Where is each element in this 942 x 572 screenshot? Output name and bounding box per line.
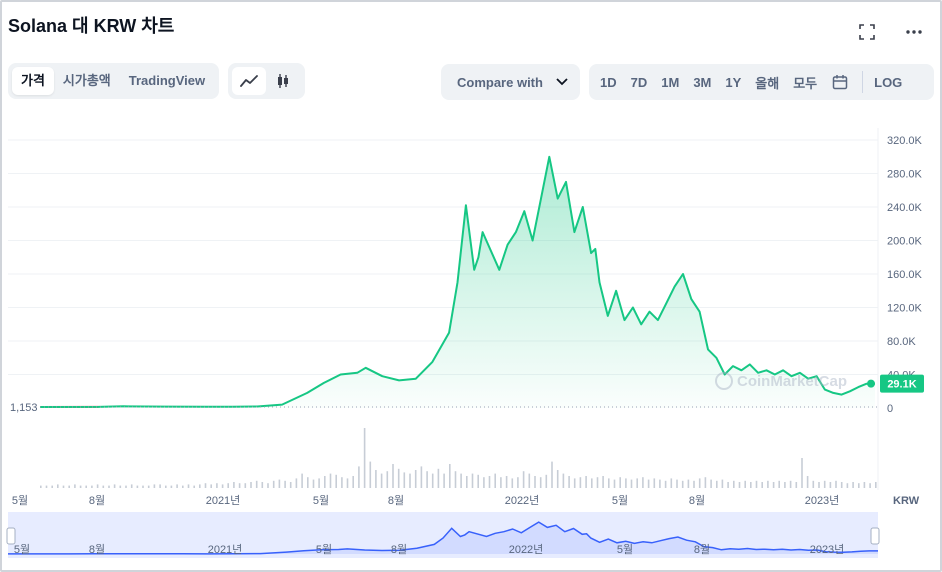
log-scale-toggle[interactable]: LOG [874, 74, 903, 90]
tab-tradingview[interactable]: TradingView [128, 73, 206, 88]
range-1d[interactable]: 1D [600, 74, 617, 90]
chevron-down-icon [556, 78, 568, 86]
calendar-icon[interactable] [824, 74, 856, 91]
chart-title: Solana 대 KRW 차트 [8, 16, 175, 36]
time-range-selector: 1D 7D 1M 3M 1Y 올해 모두 LOG [589, 64, 934, 100]
range-all[interactable]: 모두 [793, 75, 818, 91]
chart-type-toggle [228, 63, 305, 99]
tab-price[interactable]: 가격 [12, 67, 54, 95]
range-separator [862, 71, 864, 93]
range-1y[interactable]: 1Y [725, 74, 742, 90]
range-3m[interactable]: 3M [693, 74, 712, 90]
range-ytd[interactable]: 올해 [755, 75, 780, 91]
range-7d[interactable]: 7D [630, 74, 648, 90]
range-1m[interactable]: 1M [661, 74, 680, 90]
tab-market-cap[interactable]: 시가총액 [62, 73, 111, 88]
more-options-icon[interactable] [904, 22, 924, 42]
compare-with-dropdown[interactable]: Compare with [441, 64, 580, 100]
line-chart-icon[interactable] [232, 67, 266, 95]
candlestick-icon[interactable] [266, 67, 300, 95]
fullscreen-icon[interactable] [857, 22, 877, 42]
compare-label: Compare with [457, 74, 543, 90]
view-tabs: 가격 시가총액 TradingView [8, 63, 219, 99]
